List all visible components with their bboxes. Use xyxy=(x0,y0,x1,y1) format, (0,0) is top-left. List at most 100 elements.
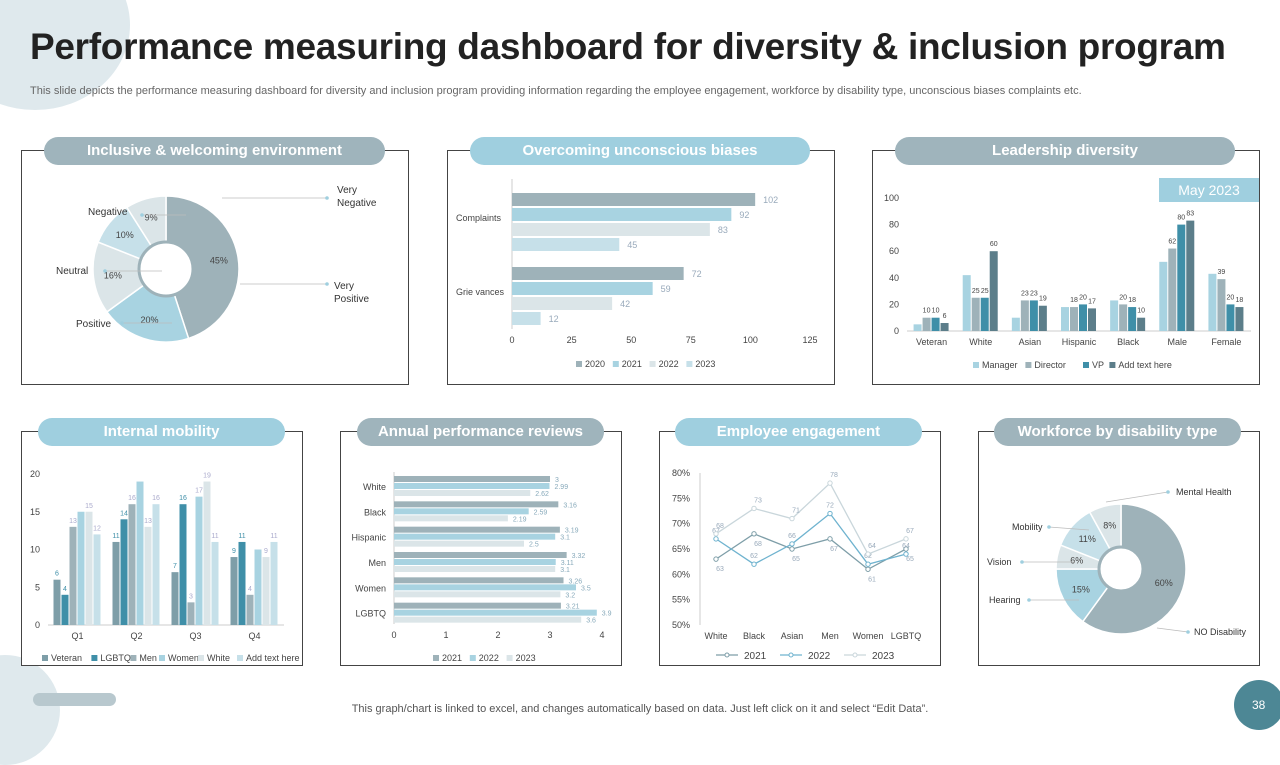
line-point xyxy=(789,515,795,522)
pie-value-label: 6% xyxy=(1070,556,1083,566)
pie-category-label: Negative xyxy=(337,198,377,209)
line-value-label: 64 xyxy=(902,543,910,550)
line-point xyxy=(865,566,871,572)
category-label: Women xyxy=(853,631,884,641)
pie-category-label: Very xyxy=(334,281,354,292)
line-point xyxy=(903,536,909,542)
bar xyxy=(1128,307,1137,331)
bar xyxy=(1208,273,1217,331)
bar xyxy=(262,557,270,625)
category-label: Q4 xyxy=(248,631,260,641)
category-label: Q2 xyxy=(130,631,142,641)
y-tick-label: 60% xyxy=(672,569,690,579)
bar xyxy=(144,526,152,625)
bar xyxy=(77,511,85,625)
x-tick-label: 3 xyxy=(547,630,552,640)
line-point xyxy=(751,531,757,537)
x-tick-label: 50 xyxy=(626,335,636,345)
legend-swatch xyxy=(612,361,619,367)
bar-value-label: 18 xyxy=(1128,297,1136,304)
line-point xyxy=(827,536,833,542)
panel-biases: 0 25 50 75 100 125 Complaints 102 92 83 45 Grie van… xyxy=(447,150,835,385)
bar xyxy=(238,541,246,625)
bar xyxy=(922,317,931,331)
bar xyxy=(512,267,684,280)
panel-mobility: 0 5 10 15 20 Q1 6 4 13 15 12 Q2 11 14 16 13 16 Q3 7 16 3 17 19… xyxy=(21,431,303,666)
category-label: Complaints xyxy=(456,213,502,223)
bar xyxy=(940,323,949,331)
page-title: Performance measuring dashboard for dive… xyxy=(30,26,1226,67)
bar-value-label: 11 xyxy=(211,533,218,540)
panel-leadership: May 2023 0 20 40 60 80 100 Veteran 10 10 6 White 25 2… xyxy=(872,150,1260,385)
bar xyxy=(394,526,560,533)
bar-value-label: 10 xyxy=(1137,308,1145,315)
bar-value-label: 6 xyxy=(55,571,59,578)
bar-value-label: 3.1 xyxy=(560,567,570,574)
legend-label: LGBTQ xyxy=(100,653,131,663)
bar-value-label: 12 xyxy=(93,525,101,532)
x-tick-label: 0 xyxy=(391,630,396,640)
line-point xyxy=(789,546,795,552)
category-label: White xyxy=(363,482,386,492)
legend-label: Add text here xyxy=(1118,360,1172,370)
pie-category-label: Negative xyxy=(88,207,128,218)
pie-value-label: 9% xyxy=(145,213,158,223)
bar xyxy=(931,317,940,331)
pie-value-label: 15% xyxy=(1072,584,1090,594)
bar xyxy=(1029,300,1038,331)
legend-swatch xyxy=(1109,362,1116,368)
bar xyxy=(394,584,576,591)
bar-value-label: 42 xyxy=(620,299,630,309)
line-point xyxy=(865,551,871,557)
footer-note: This graph/chart is linked to excel, and… xyxy=(351,703,929,715)
bar-value-label: 45 xyxy=(627,240,637,250)
y-tick-label: 50% xyxy=(672,620,690,630)
donut-ring xyxy=(137,240,195,298)
bar-value-label: 3.11 xyxy=(561,560,574,567)
bar-value-label: 9 xyxy=(232,548,236,555)
bar-value-label: 9 xyxy=(264,548,268,555)
bar xyxy=(394,566,556,572)
y-tick-label: 0 xyxy=(35,620,40,630)
bar xyxy=(394,515,508,522)
category-label: LGBTQ xyxy=(891,631,922,641)
legend-label: VP xyxy=(1092,360,1104,370)
bar-value-label: 80 xyxy=(1177,215,1185,222)
x-tick-label: 75 xyxy=(686,335,696,345)
category-label: Q1 xyxy=(71,631,83,641)
bar-value-label: 11 xyxy=(238,533,245,540)
bar xyxy=(1038,305,1047,331)
bar xyxy=(394,559,556,565)
chart-engagement: 50% 55% 60% 65% 70% 75% 80% White Black Asian Men W… xyxy=(672,468,922,662)
bar-value-label: 13 xyxy=(144,518,152,525)
legend-label: Women xyxy=(168,653,199,663)
bar xyxy=(1137,317,1146,331)
bar xyxy=(53,579,61,625)
panel-reviews: 0 1 2 3 4 White 3 2.99 2.62 Black 3.16 2.59 2.19 Hisp… xyxy=(340,431,622,666)
pie-leader-line xyxy=(1105,491,1169,503)
y-tick-label: 55% xyxy=(672,595,690,605)
bar-value-label: 3.5 xyxy=(581,585,591,592)
bar-value-label: 39 xyxy=(1218,269,1226,276)
legend-label: 2022 xyxy=(808,651,831,662)
y-tick-label: 0 xyxy=(894,326,899,336)
pie-value-label: 20% xyxy=(140,315,158,325)
bar xyxy=(195,496,203,625)
chart-reviews: 0 1 2 3 4White32.992.62Black3.162.592.19Hisp… xyxy=(351,472,612,663)
panel-title-reviews: Annual performance reviews xyxy=(357,418,604,446)
legend-marker xyxy=(788,652,794,658)
bar xyxy=(85,511,93,625)
line-value-label: 61 xyxy=(868,576,876,583)
bar xyxy=(394,540,524,547)
category-label: Asian xyxy=(781,631,804,641)
bar xyxy=(394,490,531,496)
category-label: Male xyxy=(1168,337,1188,347)
bar-value-label: 3.2 xyxy=(565,592,575,599)
category-label: Black xyxy=(1117,337,1140,347)
bar xyxy=(1177,224,1186,331)
line-value-label: 72 xyxy=(826,503,834,510)
legend-swatch xyxy=(1083,362,1089,368)
line-point xyxy=(713,536,719,542)
bar-value-label: 59 xyxy=(661,284,671,294)
